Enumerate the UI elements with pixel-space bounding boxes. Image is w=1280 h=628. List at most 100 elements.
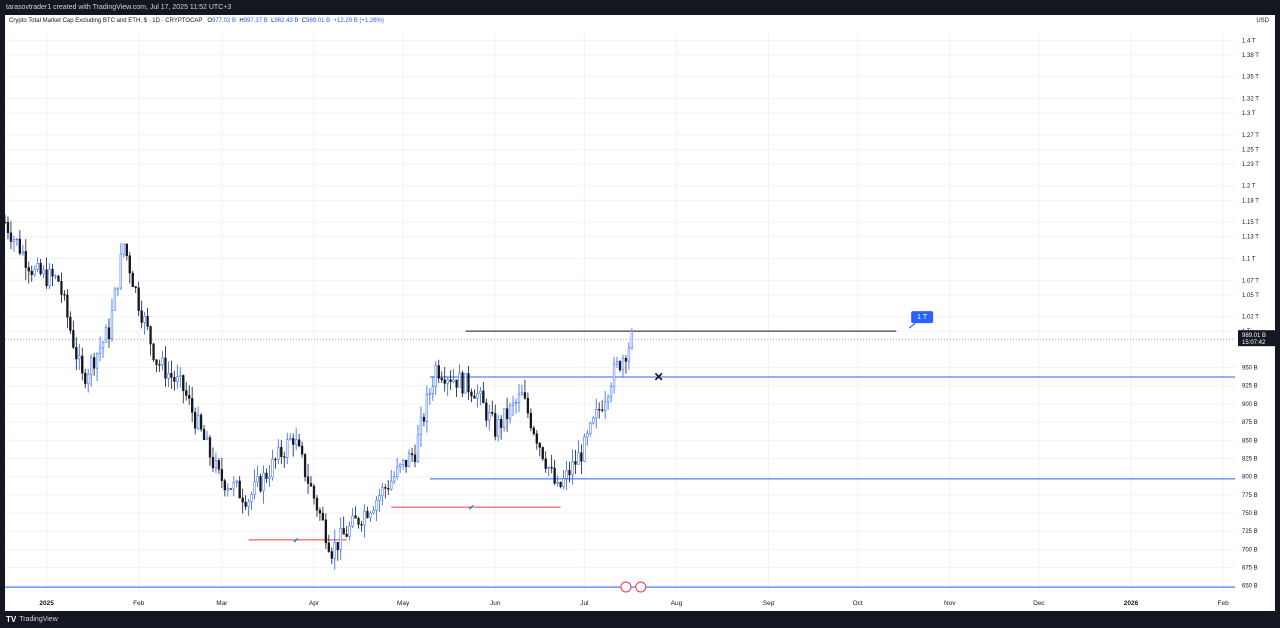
attribution-text: tarasovtrader1 created with TradingView.… <box>6 4 232 11</box>
price-tick-label: 1.02 T <box>1242 315 1259 321</box>
tradingview-logo[interactable]: TV TradingView <box>6 611 58 628</box>
time-tick-label: Nov <box>944 600 956 607</box>
candle-body <box>517 394 521 403</box>
candle-body <box>434 365 437 387</box>
candle-body <box>259 476 262 492</box>
candle-body <box>497 418 500 437</box>
candle-body <box>315 497 319 511</box>
annotations: 1 T ✕ ✔ ✔ <box>293 311 934 593</box>
candle-body <box>274 458 277 461</box>
candle-body <box>164 357 167 379</box>
candle-body <box>396 466 399 477</box>
candle-body <box>18 238 22 254</box>
candle-body <box>425 394 429 422</box>
candle-body <box>464 373 467 394</box>
price-tick-label: 750 B <box>1242 511 1258 517</box>
price-axis: 650 B 675 B 700 B 725 B 750 B 775 B 800 B 825 B… <box>1238 38 1275 590</box>
candle-body <box>15 238 19 241</box>
candle-body <box>137 287 140 311</box>
price-tick-label: 1.27 T <box>1242 133 1259 139</box>
candle-body <box>295 439 298 445</box>
level-lines <box>5 330 1235 588</box>
candle-body <box>244 501 247 507</box>
change-value: +12.29 B (+1.26%) <box>333 18 384 24</box>
candle-body <box>589 422 592 434</box>
candle-series <box>5 214 634 570</box>
candle-body <box>78 355 81 360</box>
candle-body <box>48 268 51 287</box>
price-tick-label: 900 B <box>1242 402 1258 408</box>
candle-body <box>98 347 102 354</box>
candle-body <box>526 397 530 414</box>
candle-body <box>87 373 90 384</box>
candle-body <box>595 409 598 419</box>
candle-body <box>606 396 610 403</box>
attribution-bar: tarasovtrader1 created with TradingView.… <box>0 0 1280 15</box>
candle-body <box>5 221 7 224</box>
candle-body <box>226 488 229 491</box>
time-tick-label: Dec <box>1033 600 1045 607</box>
time-tick-label: Oct <box>853 600 863 607</box>
candle-body <box>30 270 33 275</box>
currency-label[interactable]: USD <box>1256 18 1269 24</box>
candle-body <box>66 294 69 318</box>
symbol-legend: Crypto Total Market Cap Excluding BTC an… <box>9 18 384 24</box>
candle-body <box>232 482 235 490</box>
low-label: L <box>271 18 275 24</box>
candle-body <box>437 365 440 379</box>
candle-body <box>485 402 488 421</box>
last-price-badge <box>1238 330 1275 347</box>
time-tick-label: May <box>397 600 410 607</box>
candle-body <box>45 269 48 287</box>
candle-body <box>505 408 509 420</box>
time-tick-label: Feb <box>133 600 145 607</box>
candle-body <box>627 347 631 362</box>
candle-body <box>202 428 206 440</box>
candle-body <box>69 316 72 331</box>
tradingview-brand: TradingView <box>19 616 58 623</box>
time-tick-label: Jun <box>490 600 501 607</box>
candle-body <box>33 269 36 275</box>
candle-body <box>188 395 191 399</box>
candle-body <box>24 251 27 268</box>
economic-event-icon <box>620 581 632 593</box>
candle-body <box>134 286 137 288</box>
candle-body <box>410 453 414 456</box>
price-tick-label: 1.2 T <box>1242 184 1256 190</box>
high-label: H <box>239 18 244 24</box>
open-label: O <box>207 18 212 24</box>
candle-body <box>407 453 411 468</box>
candle-body <box>333 541 336 559</box>
low-value: 962.43 B <box>274 18 299 24</box>
candle-body <box>81 355 84 374</box>
price-tick-label: 875 B <box>1242 420 1258 426</box>
candle-body <box>268 476 271 479</box>
last-price-label: 989.01 B <box>1242 333 1266 339</box>
candle-body <box>324 519 328 544</box>
price-chart[interactable]: 1 T ✕ ✔ ✔ 650 B 675 B 700 B 725 B 750 B 775 B 800… <box>5 15 1275 611</box>
candle-body <box>75 347 78 360</box>
chart-frame[interactable]: Crypto Total Market Cap Excluding BTC an… <box>5 15 1275 611</box>
candle-body <box>36 263 39 270</box>
candle-body <box>401 459 405 465</box>
candle-body <box>630 330 634 349</box>
candle-body <box>502 408 506 428</box>
candle-body <box>107 327 111 339</box>
candle-body <box>277 446 280 460</box>
candle-body <box>119 253 123 289</box>
candle-body <box>327 542 330 552</box>
candle-body <box>458 372 461 388</box>
price-tick-label: 675 B <box>1242 566 1258 572</box>
candle-body <box>473 395 476 399</box>
time-tick-label: Jul <box>580 600 589 607</box>
candle-body <box>612 363 616 387</box>
candle-body <box>535 433 538 444</box>
candle-body <box>339 528 342 551</box>
candle-body <box>577 452 580 465</box>
candle-body <box>443 379 446 384</box>
candle-body <box>300 445 304 455</box>
candle-body <box>369 512 372 518</box>
candle-body <box>235 480 238 483</box>
price-tick-label: 1.15 T <box>1242 220 1259 226</box>
candle-body <box>193 412 197 429</box>
